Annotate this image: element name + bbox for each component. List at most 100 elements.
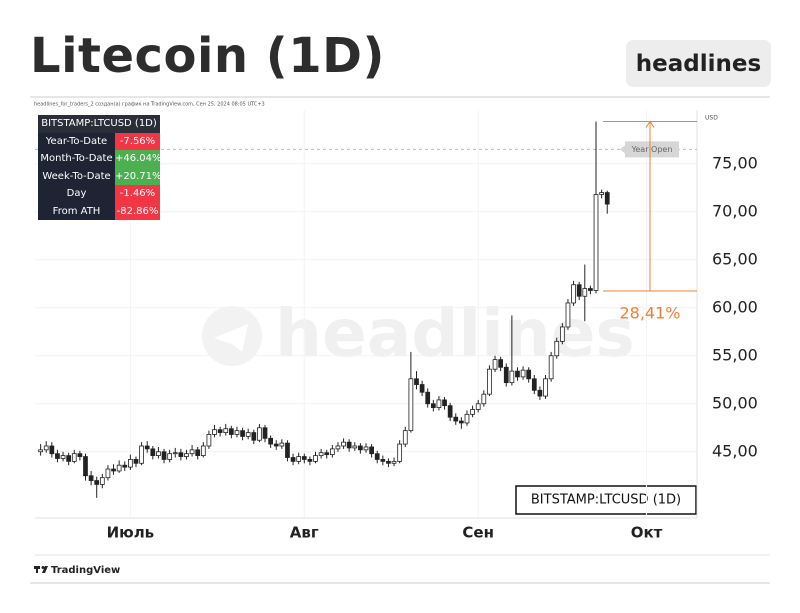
table-row: From ATH -82.86% bbox=[38, 202, 160, 220]
candle-body bbox=[414, 378, 419, 385]
candle-body bbox=[475, 403, 481, 410]
candle-body bbox=[150, 448, 156, 457]
candle-body bbox=[537, 389, 543, 397]
candle-body bbox=[459, 420, 464, 424]
table-cell: -7.56% bbox=[115, 132, 160, 150]
candle-body bbox=[105, 468, 111, 479]
candle-body bbox=[470, 409, 475, 415]
x-tick-label: Авг bbox=[290, 524, 319, 542]
candle-body bbox=[543, 378, 548, 397]
candle-body bbox=[307, 459, 313, 462]
candle-body bbox=[531, 378, 537, 391]
candle-body bbox=[144, 445, 150, 450]
candle-body bbox=[492, 359, 498, 370]
symbol-label-box bbox=[515, 485, 697, 515]
year-open-box bbox=[625, 141, 679, 158]
candle-body bbox=[195, 449, 201, 456]
y-tick-label: 60,00 bbox=[712, 297, 758, 316]
x-tick-label: Окт bbox=[631, 524, 663, 542]
candle-body bbox=[66, 455, 72, 462]
candle-body bbox=[402, 430, 408, 445]
table-cell: +46.04% bbox=[115, 150, 162, 168]
candle-body bbox=[178, 452, 184, 457]
candle-body bbox=[425, 391, 431, 405]
candle-body bbox=[88, 475, 94, 481]
candle-body bbox=[515, 370, 520, 378]
watermark-logo bbox=[214, 324, 248, 352]
candle-body bbox=[279, 442, 285, 447]
candle-body bbox=[436, 399, 442, 409]
candle-body bbox=[60, 455, 66, 459]
y-tick-label: 75,00 bbox=[712, 153, 758, 172]
candle-body bbox=[206, 434, 212, 447]
candle-body bbox=[111, 468, 116, 472]
footer-brand: TradingView bbox=[51, 565, 120, 576]
candle-body bbox=[397, 443, 403, 462]
axis-unit: USD bbox=[705, 115, 718, 122]
candle-body bbox=[520, 369, 526, 378]
candle-body bbox=[200, 445, 206, 457]
candle-body bbox=[49, 445, 55, 455]
candle-body bbox=[133, 459, 139, 464]
table-row: Month-To-Date +46.04% bbox=[38, 150, 162, 168]
candle-body bbox=[464, 413, 470, 424]
candle-body bbox=[352, 445, 358, 449]
candle-body bbox=[212, 429, 217, 435]
y-tick-label: 70,00 bbox=[712, 201, 758, 220]
candle-body bbox=[161, 451, 167, 460]
candle-body bbox=[571, 284, 576, 304]
candle-body bbox=[296, 456, 302, 462]
candle-body bbox=[94, 480, 100, 485]
y-tick-label: 55,00 bbox=[712, 345, 758, 364]
candle-body bbox=[604, 192, 610, 205]
year-open-pointer bbox=[620, 145, 625, 154]
table-cell: From ATH bbox=[38, 202, 115, 220]
candle-body bbox=[442, 399, 447, 407]
candle-body bbox=[481, 393, 487, 405]
y-tick-label: 50,00 bbox=[712, 393, 758, 412]
candle-body bbox=[593, 194, 599, 291]
candle-body bbox=[245, 432, 251, 437]
candle-body bbox=[548, 355, 554, 380]
candle-body bbox=[262, 427, 268, 439]
candle-body bbox=[318, 452, 324, 457]
table-cell: Week-To-Date bbox=[38, 167, 115, 185]
candle-body bbox=[453, 416, 459, 422]
candle-body bbox=[240, 430, 245, 437]
candle-body bbox=[128, 459, 133, 468]
candle-body bbox=[559, 326, 565, 342]
y-tick-label: 65,00 bbox=[712, 249, 758, 268]
year-open-label: Year Open bbox=[631, 145, 673, 154]
candle-body bbox=[301, 456, 307, 460]
candle-body bbox=[503, 366, 509, 384]
headlines-button[interactable]: headlines bbox=[626, 40, 771, 87]
candle-body bbox=[273, 443, 279, 447]
stats-table: BITSTAMP:LTCUSD (1D) Year-To-Date -7.56% M… bbox=[38, 115, 162, 220]
caption: headlines_for_traders_2 создан(а) график… bbox=[34, 102, 265, 108]
candle-body bbox=[156, 451, 161, 457]
table-row: Week-To-Date +20.71% bbox=[38, 167, 162, 185]
symbol-label: BITSTAMP:LTCUSD (1D) bbox=[531, 493, 681, 508]
candle-body bbox=[363, 446, 369, 451]
candle-body bbox=[71, 453, 77, 462]
candle-body bbox=[509, 370, 515, 384]
candle-body bbox=[184, 453, 189, 457]
candle-body bbox=[380, 459, 386, 462]
candle-body bbox=[172, 452, 178, 455]
table-cell: +20.71% bbox=[115, 167, 162, 185]
candle-body bbox=[189, 449, 195, 455]
candle-body bbox=[447, 405, 453, 418]
candle-body bbox=[408, 378, 414, 432]
candle-body bbox=[588, 288, 593, 291]
candle-body bbox=[341, 441, 346, 447]
candle-body bbox=[576, 284, 582, 297]
table-row: Day -1.46% bbox=[38, 185, 160, 203]
candle-body bbox=[419, 384, 425, 393]
x-tick-label: Июль bbox=[107, 524, 155, 542]
candle-body bbox=[116, 464, 122, 472]
table-row: Year-To-Date -7.56% bbox=[38, 132, 160, 150]
candle-body bbox=[358, 445, 363, 451]
candle-body bbox=[139, 445, 144, 464]
candle-body bbox=[122, 464, 128, 468]
